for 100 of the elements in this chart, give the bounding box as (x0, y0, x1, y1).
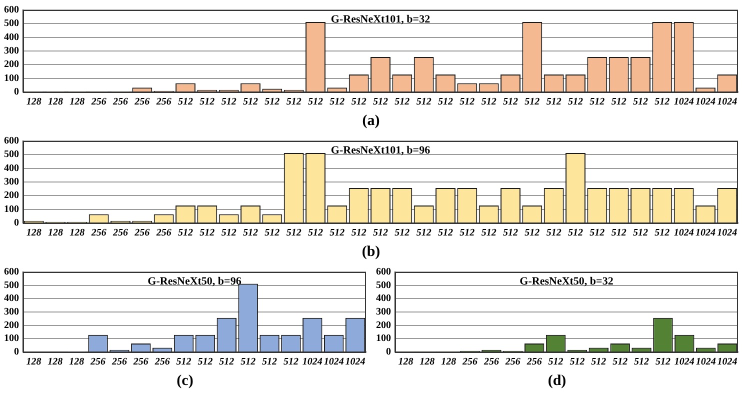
x-tick-label: 512 (546, 228, 562, 239)
x-tick-label: 512 (243, 228, 258, 239)
y-tick-label: 600 (4, 136, 19, 147)
x-tick-label: 512 (438, 96, 453, 108)
x-tick-label: 128 (70, 228, 85, 239)
x-tick-label: 512 (264, 96, 280, 108)
x-tick-label: 1024 (674, 96, 694, 108)
x-tick-label: 1024 (674, 228, 694, 239)
x-tick-label: 128 (69, 356, 84, 368)
x-tick-label: 512 (460, 228, 475, 239)
x-tick-label: 128 (70, 96, 85, 108)
y-tick-label: 200 (376, 320, 391, 331)
chart-title: G-ResNeXt50, b=96 (148, 275, 242, 288)
x-tick-label: 256 (90, 356, 106, 368)
x-tick-label: 512 (394, 228, 410, 239)
x-tick-label: 512 (178, 228, 193, 239)
x-tick-label: 512 (221, 96, 236, 108)
x-tick-label: 256 (110, 356, 127, 368)
x-tick-label: 128 (48, 96, 63, 108)
x-tick-label: 512 (200, 228, 215, 239)
y-tick-label: 500 (4, 18, 19, 30)
x-tick-label: 512 (286, 228, 302, 239)
x-tick-label: 512 (200, 96, 215, 108)
y-tick-label: 0 (386, 346, 391, 358)
x-tick-label: 512 (178, 96, 193, 108)
x-tick-label: 1024 (717, 356, 738, 368)
x-tick-label: 256 (462, 356, 478, 368)
y-tick-label: 500 (376, 280, 391, 291)
x-tick-label: 256 (526, 356, 542, 368)
x-tick-label: 512 (373, 228, 388, 239)
x-tick-label: 128 (26, 228, 42, 239)
y-tick-label: 300 (376, 306, 391, 318)
x-tick-label: 512 (438, 228, 453, 239)
x-tick-label: 512 (243, 96, 258, 108)
x-tick-label: 512 (503, 96, 518, 108)
x-tick-label: 256 (112, 228, 128, 239)
x-tick-label: 512 (219, 356, 234, 368)
x-tick-label: 512 (524, 228, 540, 239)
x-tick-label: 1024 (324, 356, 344, 368)
x-tick-label: 256 (90, 96, 106, 108)
y-tick-label: 0 (14, 86, 19, 98)
chart-title: G-ResNeXt101, b=32 (330, 13, 431, 26)
chart-title: G-ResNeXt50, b=32 (520, 275, 614, 288)
x-tick-label: 512 (570, 356, 585, 368)
x-tick-label: 512 (394, 96, 410, 108)
x-tick-label: 256 (132, 356, 148, 368)
y-tick-label: 100 (4, 204, 19, 215)
x-tick-label: 1024 (345, 356, 366, 368)
x-tick-label: 128 (26, 96, 42, 108)
y-tick-label: 500 (4, 149, 19, 160)
x-tick-label: 512 (590, 96, 605, 108)
x-tick-label: 128 (26, 356, 42, 368)
x-tick-label: 512 (308, 96, 323, 108)
x-tick-label: 512 (262, 356, 278, 368)
x-tick-label: 1024 (674, 356, 694, 368)
x-tick-label: 512 (524, 96, 540, 108)
y-tick-label: 400 (4, 162, 19, 174)
y-tick-label: 600 (376, 266, 391, 278)
x-tick-label: 128 (398, 356, 414, 368)
x-tick-label: 512 (611, 96, 626, 108)
x-tick-label: 512 (655, 356, 670, 368)
x-tick-label: 512 (481, 228, 496, 239)
x-tick-label: 512 (654, 228, 670, 239)
x-tick-label: 512 (198, 356, 213, 368)
x-tick-label: 256 (134, 228, 150, 239)
x-tick-label: 1024 (696, 228, 716, 239)
x-tick-label: 256 (504, 356, 520, 368)
x-tick-label: 128 (48, 228, 63, 239)
x-tick-label: 512 (416, 96, 432, 108)
x-tick-label: 512 (330, 228, 345, 239)
x-tick-label: 1024 (717, 228, 738, 239)
x-tick-label: 512 (633, 228, 648, 239)
y-tick-label: 200 (4, 190, 19, 202)
x-tick-label: 512 (221, 228, 236, 239)
y-tick-label: 300 (4, 306, 19, 318)
x-tick-label: 512 (286, 96, 302, 108)
x-tick-label: 512 (264, 228, 280, 239)
x-tick-label: 512 (373, 96, 388, 108)
x-tick-label: 512 (351, 228, 366, 239)
chart-title: G-ResNeXt101, b=96 (330, 144, 431, 156)
x-tick-label: 512 (176, 356, 192, 368)
x-tick-label: 512 (654, 96, 670, 108)
x-tick-label: 256 (134, 96, 150, 108)
x-tick-label: 512 (633, 96, 648, 108)
x-tick-label: 512 (611, 228, 626, 239)
y-tick-label: 100 (4, 72, 19, 84)
x-tick-label: 512 (634, 356, 650, 368)
y-tick-label: 400 (4, 293, 19, 304)
y-tick-label: 300 (4, 46, 19, 57)
x-tick-label: 512 (240, 356, 256, 368)
x-tick-label: 512 (568, 228, 583, 239)
y-tick-label: 400 (376, 293, 391, 304)
x-tick-label: 1024 (696, 96, 716, 108)
x-tick-label: 128 (48, 356, 63, 368)
x-tick-label: 256 (90, 228, 106, 239)
x-tick-label: 256 (482, 356, 499, 368)
x-tick-label: 512 (591, 356, 606, 368)
y-tick-label: 200 (4, 320, 19, 331)
y-tick-label: 500 (4, 280, 19, 291)
x-tick-label: 512 (546, 96, 562, 108)
